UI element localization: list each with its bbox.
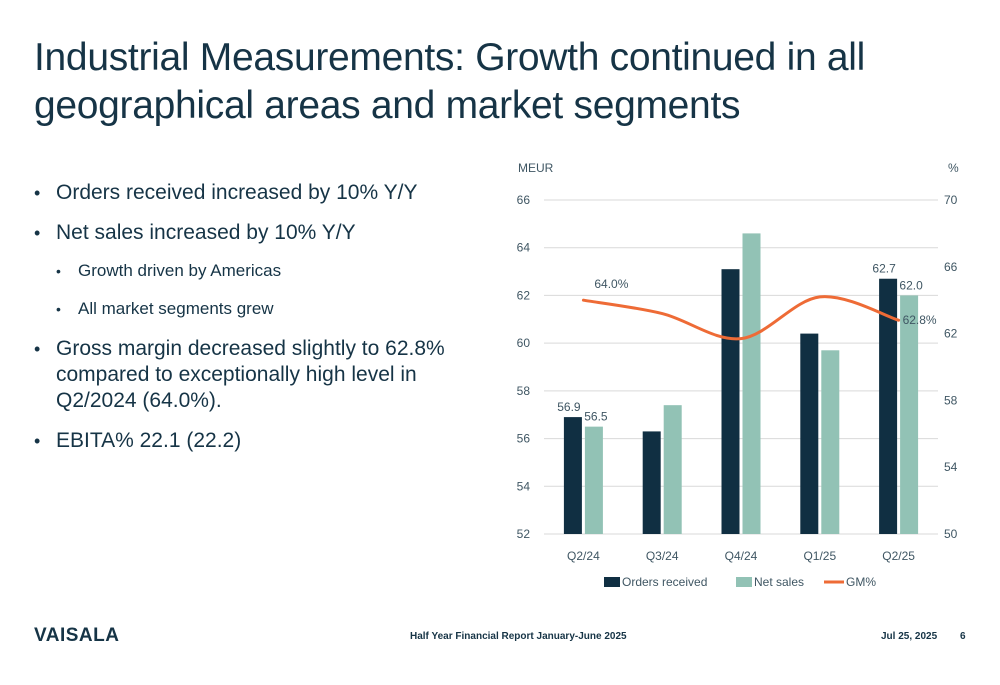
y-left-axis-label: MEUR bbox=[518, 161, 554, 175]
x-tick-label: Q2/24 bbox=[567, 549, 600, 563]
bar-net-sales bbox=[584, 426, 603, 534]
y-right-tick-label: 66 bbox=[944, 260, 958, 274]
slide-title: Industrial Measurements: Growth continue… bbox=[34, 36, 866, 127]
bullet-dot: • bbox=[56, 301, 61, 317]
gm-data-label: 64.0% bbox=[594, 277, 628, 291]
bullet-dot: • bbox=[34, 431, 41, 451]
bullet-text: Gross margin decreased slightly to 62.8%… bbox=[56, 337, 445, 412]
y-left-tick-label: 56 bbox=[517, 432, 531, 446]
legend-label: Net sales bbox=[754, 575, 804, 589]
bar-data-label: 62.7 bbox=[872, 262, 896, 276]
y-left-tick-label: 62 bbox=[517, 288, 531, 302]
footer-report-title: Half Year Financial Report January-June … bbox=[410, 631, 627, 642]
bar-data-label: 62.0 bbox=[899, 278, 923, 292]
y-left-tick-label: 64 bbox=[517, 241, 531, 255]
bar-orders-received bbox=[721, 269, 740, 534]
x-tick-label: Q1/25 bbox=[803, 549, 836, 563]
bullet-dot: • bbox=[56, 263, 61, 279]
y-right-tick-label: 70 bbox=[944, 193, 958, 207]
vaisala-logo: VAISALA bbox=[34, 625, 120, 646]
y-right-tick-label: 58 bbox=[944, 393, 958, 407]
bullet-dot: • bbox=[34, 183, 41, 203]
y-right-tick-label: 54 bbox=[944, 460, 958, 474]
footer-date: Jul 25, 2025 bbox=[881, 631, 938, 642]
bullet-item: • Gross margin decreased slightly to 62.8… bbox=[34, 336, 474, 414]
y-right-tick-label: 50 bbox=[944, 527, 958, 541]
bullet-item: • Growth driven by Americas bbox=[34, 260, 474, 282]
bar-net-sales bbox=[742, 233, 761, 534]
bar-orders-received bbox=[879, 278, 898, 534]
bullet-dot: • bbox=[34, 223, 41, 243]
bar-orders-received bbox=[642, 431, 661, 534]
gm-percent-line bbox=[581, 295, 901, 341]
bar-orders-received bbox=[563, 417, 582, 534]
y-left-tick-label: 52 bbox=[517, 527, 531, 541]
y-left-tick-label: 54 bbox=[517, 479, 531, 493]
y-left-tick-label: 60 bbox=[517, 336, 531, 350]
bullet-dot: • bbox=[34, 339, 41, 359]
x-tick-label: Q4/24 bbox=[725, 549, 758, 563]
bullet-text: All market segments grew bbox=[78, 299, 274, 318]
chart: 52 54 56 58 60 62 64 66 50 54 58 62 66 70 MEUR% 56.9 56.… bbox=[500, 150, 970, 610]
gm-data-label: 62.8% bbox=[903, 313, 937, 327]
bullet-text: Growth driven by Americas bbox=[78, 261, 282, 280]
legend-swatch-orders bbox=[604, 577, 620, 587]
legend-label: GM% bbox=[846, 575, 876, 589]
legend-label: Orders received bbox=[622, 575, 707, 589]
bullet-item: • All market segments grew bbox=[34, 298, 474, 320]
y-right-tick-label: 62 bbox=[944, 327, 958, 341]
bar-net-sales bbox=[900, 295, 919, 534]
bar-net-sales bbox=[663, 405, 682, 534]
bullet-list: • Orders received increased by 10% Y/Y • Ne… bbox=[34, 180, 474, 468]
combo-chart: 52 54 56 58 60 62 64 66 50 54 58 62 66 70 MEUR % 56.956.… bbox=[517, 161, 959, 589]
page-number: 6 bbox=[960, 631, 966, 642]
x-tick-label: Q2/25 bbox=[882, 549, 915, 563]
legend-swatch-net-sales bbox=[736, 577, 752, 587]
bar-orders-received bbox=[800, 333, 819, 534]
bar-data-label: 56.9 bbox=[557, 400, 581, 414]
y-left-tick-label: 66 bbox=[517, 193, 531, 207]
bullet-text: Orders received increased by 10% Y/Y bbox=[56, 181, 418, 204]
bar-data-label: 56.5 bbox=[584, 410, 608, 424]
y-right-axis-label: % bbox=[948, 161, 959, 175]
bar-net-sales bbox=[821, 350, 840, 534]
x-tick-label: Q3/24 bbox=[646, 549, 679, 563]
bullet-text: EBITA% 22.1 (22.2) bbox=[56, 429, 242, 452]
bullet-item: • EBITA% 22.1 (22.2) bbox=[34, 428, 474, 454]
bullet-item: • Net sales increased by 10% Y/Y bbox=[34, 220, 474, 246]
bullet-item: • Orders received increased by 10% Y/Y bbox=[34, 180, 474, 206]
y-left-tick-label: 58 bbox=[517, 384, 531, 398]
bullet-text: Net sales increased by 10% Y/Y bbox=[56, 221, 356, 244]
